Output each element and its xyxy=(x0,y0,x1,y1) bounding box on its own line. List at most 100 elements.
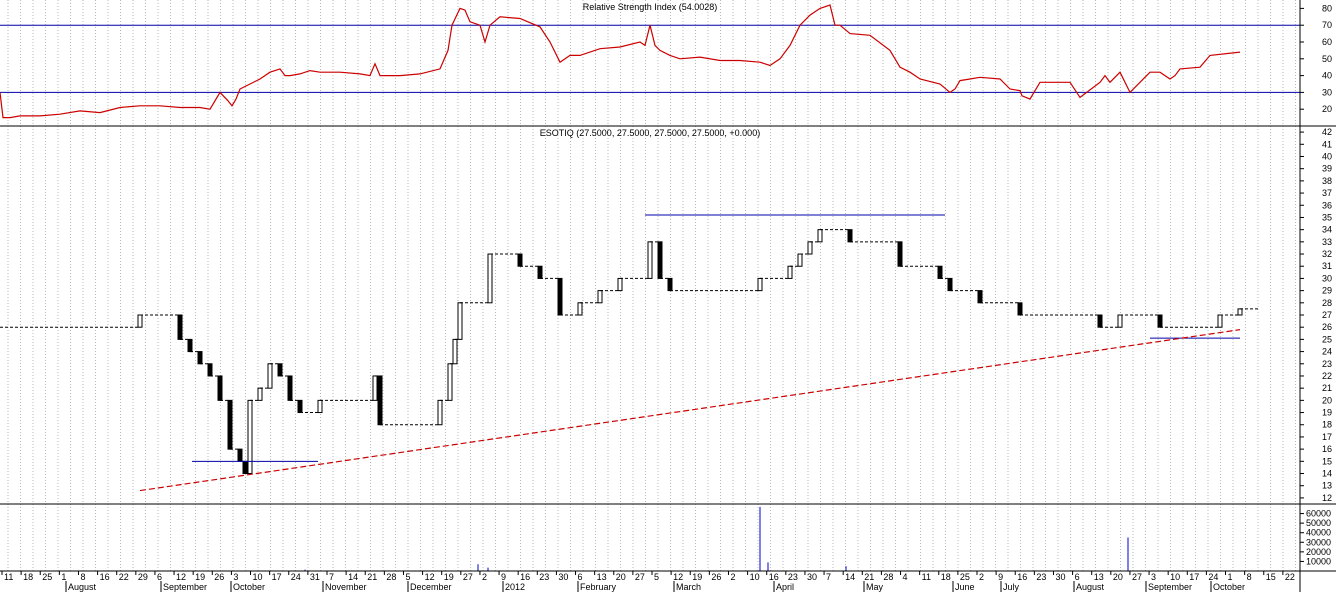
price-tick-label: 20 xyxy=(1322,395,1332,405)
price-candle xyxy=(137,314,143,328)
price-candle xyxy=(787,265,793,279)
x-day-label: 7 xyxy=(329,572,334,582)
rsi-tick-label: 20 xyxy=(1322,104,1332,114)
price-tick-label: 33 xyxy=(1322,237,1332,247)
x-day-label: 5 xyxy=(405,572,410,582)
price-tick-label: 39 xyxy=(1322,164,1332,174)
rsi-title: Relative Strength Index (54.0028) xyxy=(583,2,718,12)
price-tick-label: 25 xyxy=(1322,334,1332,344)
x-month-label: August xyxy=(1076,582,1105,592)
price-candle xyxy=(757,277,763,292)
x-day-label: 30 xyxy=(807,572,817,582)
x-month-label: October xyxy=(1213,582,1245,592)
price-candle xyxy=(937,265,943,279)
price-candle xyxy=(207,363,213,377)
price-candle xyxy=(227,399,233,450)
price-tick-label: 27 xyxy=(1322,310,1332,320)
x-day-label: 30 xyxy=(558,572,568,582)
price-candle xyxy=(947,277,953,292)
price-tick-label: 32 xyxy=(1322,249,1332,259)
rsi-tick-label: 60 xyxy=(1322,37,1332,47)
x-day-label: 17 xyxy=(1189,572,1199,582)
x-day-label: 22 xyxy=(119,572,129,582)
price-candle xyxy=(657,241,663,279)
price-candle xyxy=(537,265,543,279)
x-day-label: 16 xyxy=(1017,572,1027,582)
price-tick-label: 23 xyxy=(1322,359,1332,369)
x-day-label: 27 xyxy=(1132,572,1142,582)
x-day-label: 1 xyxy=(61,572,66,582)
x-day-label: 10 xyxy=(1170,572,1180,582)
price-candle xyxy=(247,399,253,475)
x-day-label: 6 xyxy=(157,572,162,582)
x-day-label: 3 xyxy=(233,572,238,582)
volume-tick-label: 50000 xyxy=(1306,518,1331,528)
x-day-label: 3 xyxy=(1151,572,1156,582)
x-day-label: 24 xyxy=(1208,572,1218,582)
price-candle xyxy=(257,387,263,401)
price-candle xyxy=(377,375,383,426)
x-day-label: 26 xyxy=(711,572,721,582)
price-tick-label: 19 xyxy=(1322,408,1332,418)
price-tick-label: 28 xyxy=(1322,298,1332,308)
price-candle xyxy=(287,375,293,401)
price-title: ESOTIQ (27.5000, 27.5000, 27.5000, 27.50… xyxy=(540,128,760,138)
x-month-label: July xyxy=(1003,582,1020,592)
volume-tick-label: 60000 xyxy=(1306,509,1331,519)
x-day-label: 16 xyxy=(520,572,530,582)
price-tick-label: 36 xyxy=(1322,200,1332,210)
price-candle xyxy=(847,229,853,243)
x-day-label: 21 xyxy=(864,572,874,582)
x-day-label: 8 xyxy=(80,572,85,582)
price-tick-label: 15 xyxy=(1322,456,1332,466)
x-day-label: 16 xyxy=(769,572,779,582)
x-day-label: 18 xyxy=(941,572,951,582)
price-tick-label: 12 xyxy=(1322,493,1332,503)
price-tick-label: 42 xyxy=(1322,127,1332,137)
x-day-label: 4 xyxy=(903,572,908,582)
x-day-label: 25 xyxy=(960,572,970,582)
price-candle xyxy=(242,460,248,475)
x-day-label: 11 xyxy=(922,572,931,582)
price-candle xyxy=(647,241,653,279)
x-day-label: 11 xyxy=(4,572,13,582)
rsi-line xyxy=(0,4,1241,119)
x-day-label: 19 xyxy=(692,572,702,582)
price-candle xyxy=(297,399,303,414)
price-tick-label: 37 xyxy=(1322,188,1332,198)
x-month-label: August xyxy=(68,582,97,592)
price-candle xyxy=(452,338,458,365)
price-tick-label: 41 xyxy=(1322,139,1332,149)
price-tick-label: 26 xyxy=(1322,322,1332,332)
price-candle xyxy=(577,302,583,316)
price-tick-label: 13 xyxy=(1322,481,1332,491)
x-day-label: 19 xyxy=(444,572,454,582)
rsi-tick-label: 80 xyxy=(1322,3,1332,13)
x-month-label: 2012 xyxy=(505,582,525,592)
volume-tick-label: 10000 xyxy=(1306,556,1331,566)
x-day-label: 10 xyxy=(750,572,760,582)
price-candle xyxy=(267,363,273,389)
x-day-label: 18 xyxy=(23,572,33,582)
x-day-label: 6 xyxy=(1075,572,1080,582)
x-month-label: June xyxy=(955,582,975,592)
price-tick-label: 17 xyxy=(1322,432,1332,442)
price-candle xyxy=(557,277,563,316)
price-tick-label: 22 xyxy=(1322,371,1332,381)
price-candle xyxy=(797,253,803,267)
x-month-label: November xyxy=(325,582,367,592)
x-day-label: 30 xyxy=(1055,572,1065,582)
x-day-label: 31 xyxy=(310,572,320,582)
price-tick-label: 18 xyxy=(1322,420,1332,430)
price-candle xyxy=(317,399,323,414)
volume-tick-label: 30000 xyxy=(1306,537,1331,547)
x-day-label: 10 xyxy=(253,572,263,582)
price-candle xyxy=(277,363,283,377)
x-day-label: 6 xyxy=(578,572,583,582)
rsi-tick-label: 70 xyxy=(1322,20,1332,30)
price-tick-label: 24 xyxy=(1322,347,1332,357)
x-day-label: 22 xyxy=(1285,572,1295,582)
